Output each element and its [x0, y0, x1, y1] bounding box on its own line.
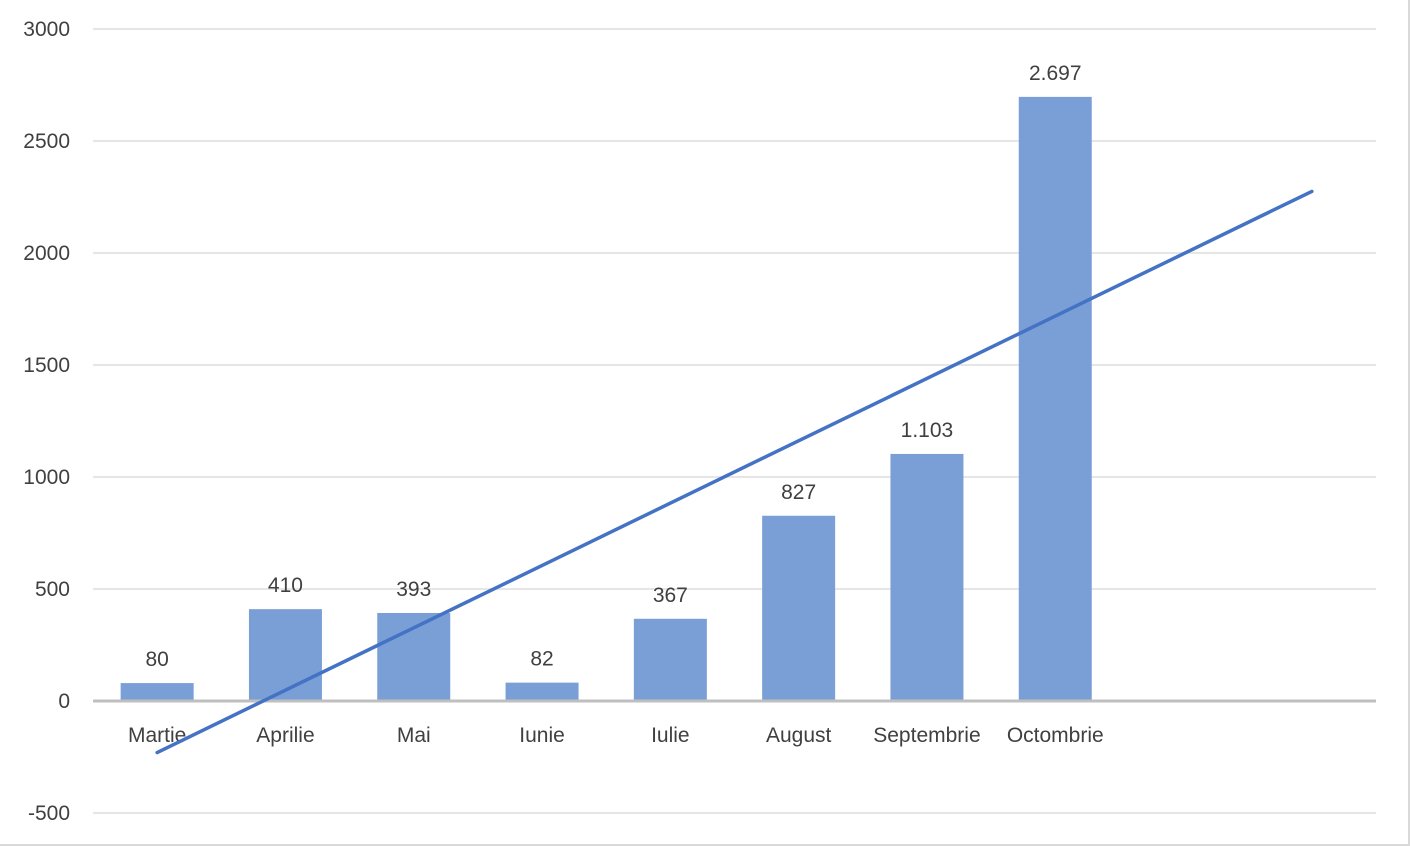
category-label: Martie — [128, 724, 186, 747]
category-label: Aprilie — [256, 724, 314, 747]
y-tick-label: 3000 — [23, 18, 70, 41]
category-label: Iunie — [519, 724, 565, 747]
bar — [248, 609, 322, 701]
data-label: 367 — [653, 584, 688, 607]
data-label: 82 — [530, 648, 553, 671]
bar — [120, 683, 194, 701]
y-tick-label: 2500 — [23, 130, 70, 153]
data-label: 1.103 — [901, 419, 954, 442]
data-label: 827 — [781, 481, 816, 504]
trendline — [155, 189, 1314, 755]
bar — [1018, 96, 1092, 701]
category-label: August — [766, 724, 832, 747]
data-label: 393 — [396, 578, 431, 601]
y-tick-label: 1000 — [23, 466, 70, 489]
bar — [762, 515, 836, 701]
y-tick-label: -500 — [28, 802, 70, 825]
data-label: 2.697 — [1029, 62, 1082, 85]
trendline-layer — [155, 189, 1314, 755]
y-axis-tick-labels: -500 0 500 1000 1500 2000 2500 3000 — [23, 18, 70, 825]
category-label: Iulie — [651, 724, 690, 747]
y-tick-label: 2000 — [23, 242, 70, 265]
data-labels: 80 410 393 82 367 827 1.103 2.697 — [145, 62, 1081, 671]
data-label: 80 — [145, 648, 168, 671]
category-label: Mai — [397, 724, 431, 747]
bar — [505, 682, 579, 701]
bar — [633, 618, 707, 701]
bar — [890, 453, 964, 701]
data-label: 410 — [268, 574, 303, 597]
y-tick-label: 1500 — [23, 354, 70, 377]
y-tick-label: 0 — [58, 690, 70, 713]
category-label: Septembrie — [873, 724, 980, 747]
gridlines — [93, 28, 1376, 814]
y-tick-label: 500 — [35, 578, 70, 601]
category-label: Octombrie — [1007, 724, 1104, 747]
category-labels: Martie Aprilie Mai Iunie Iulie August Septembr… — [128, 724, 1104, 747]
bars — [120, 96, 1092, 701]
